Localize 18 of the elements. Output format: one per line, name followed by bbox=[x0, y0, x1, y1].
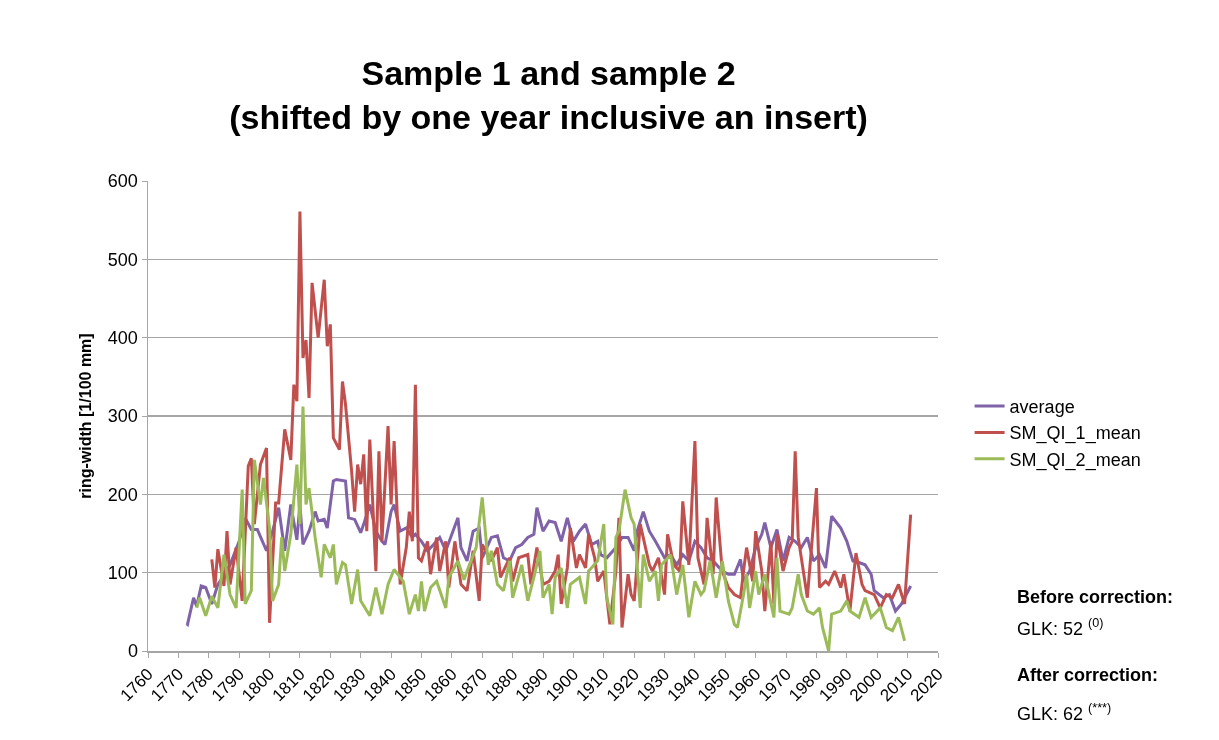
text: GLK: 62 $^{(***)}$ bbox=[1017, 701, 1112, 724]
y-tick-label: 500 bbox=[107, 249, 138, 270]
y-tick-label: 400 bbox=[107, 327, 138, 348]
y-tick-label: 0 bbox=[127, 641, 138, 662]
legend-label: SM_QI_2_mean bbox=[1009, 449, 1141, 471]
y-tick-label: 100 bbox=[107, 562, 138, 583]
legend-label: average bbox=[1009, 397, 1075, 418]
text: Before correction: bbox=[1017, 587, 1174, 607]
chart-title: Sample 1 and sample 2 (shifted by one year inclusive an insert) bbox=[229, 54, 868, 137]
y-tick-label: 600 bbox=[107, 171, 138, 192]
y-tick-label: 200 bbox=[107, 484, 138, 505]
text: After correction: bbox=[1017, 665, 1159, 685]
y-tick-label: 300 bbox=[107, 406, 138, 427]
line-series bbox=[210, 210, 913, 629]
legend-label: SM_QI_1_mean bbox=[1009, 423, 1141, 445]
y-axis-title: ring-width [1/100 mm] bbox=[77, 333, 94, 499]
text: GLK: 52 $^{(0)}$ bbox=[1017, 616, 1104, 639]
line-series bbox=[195, 405, 907, 651]
